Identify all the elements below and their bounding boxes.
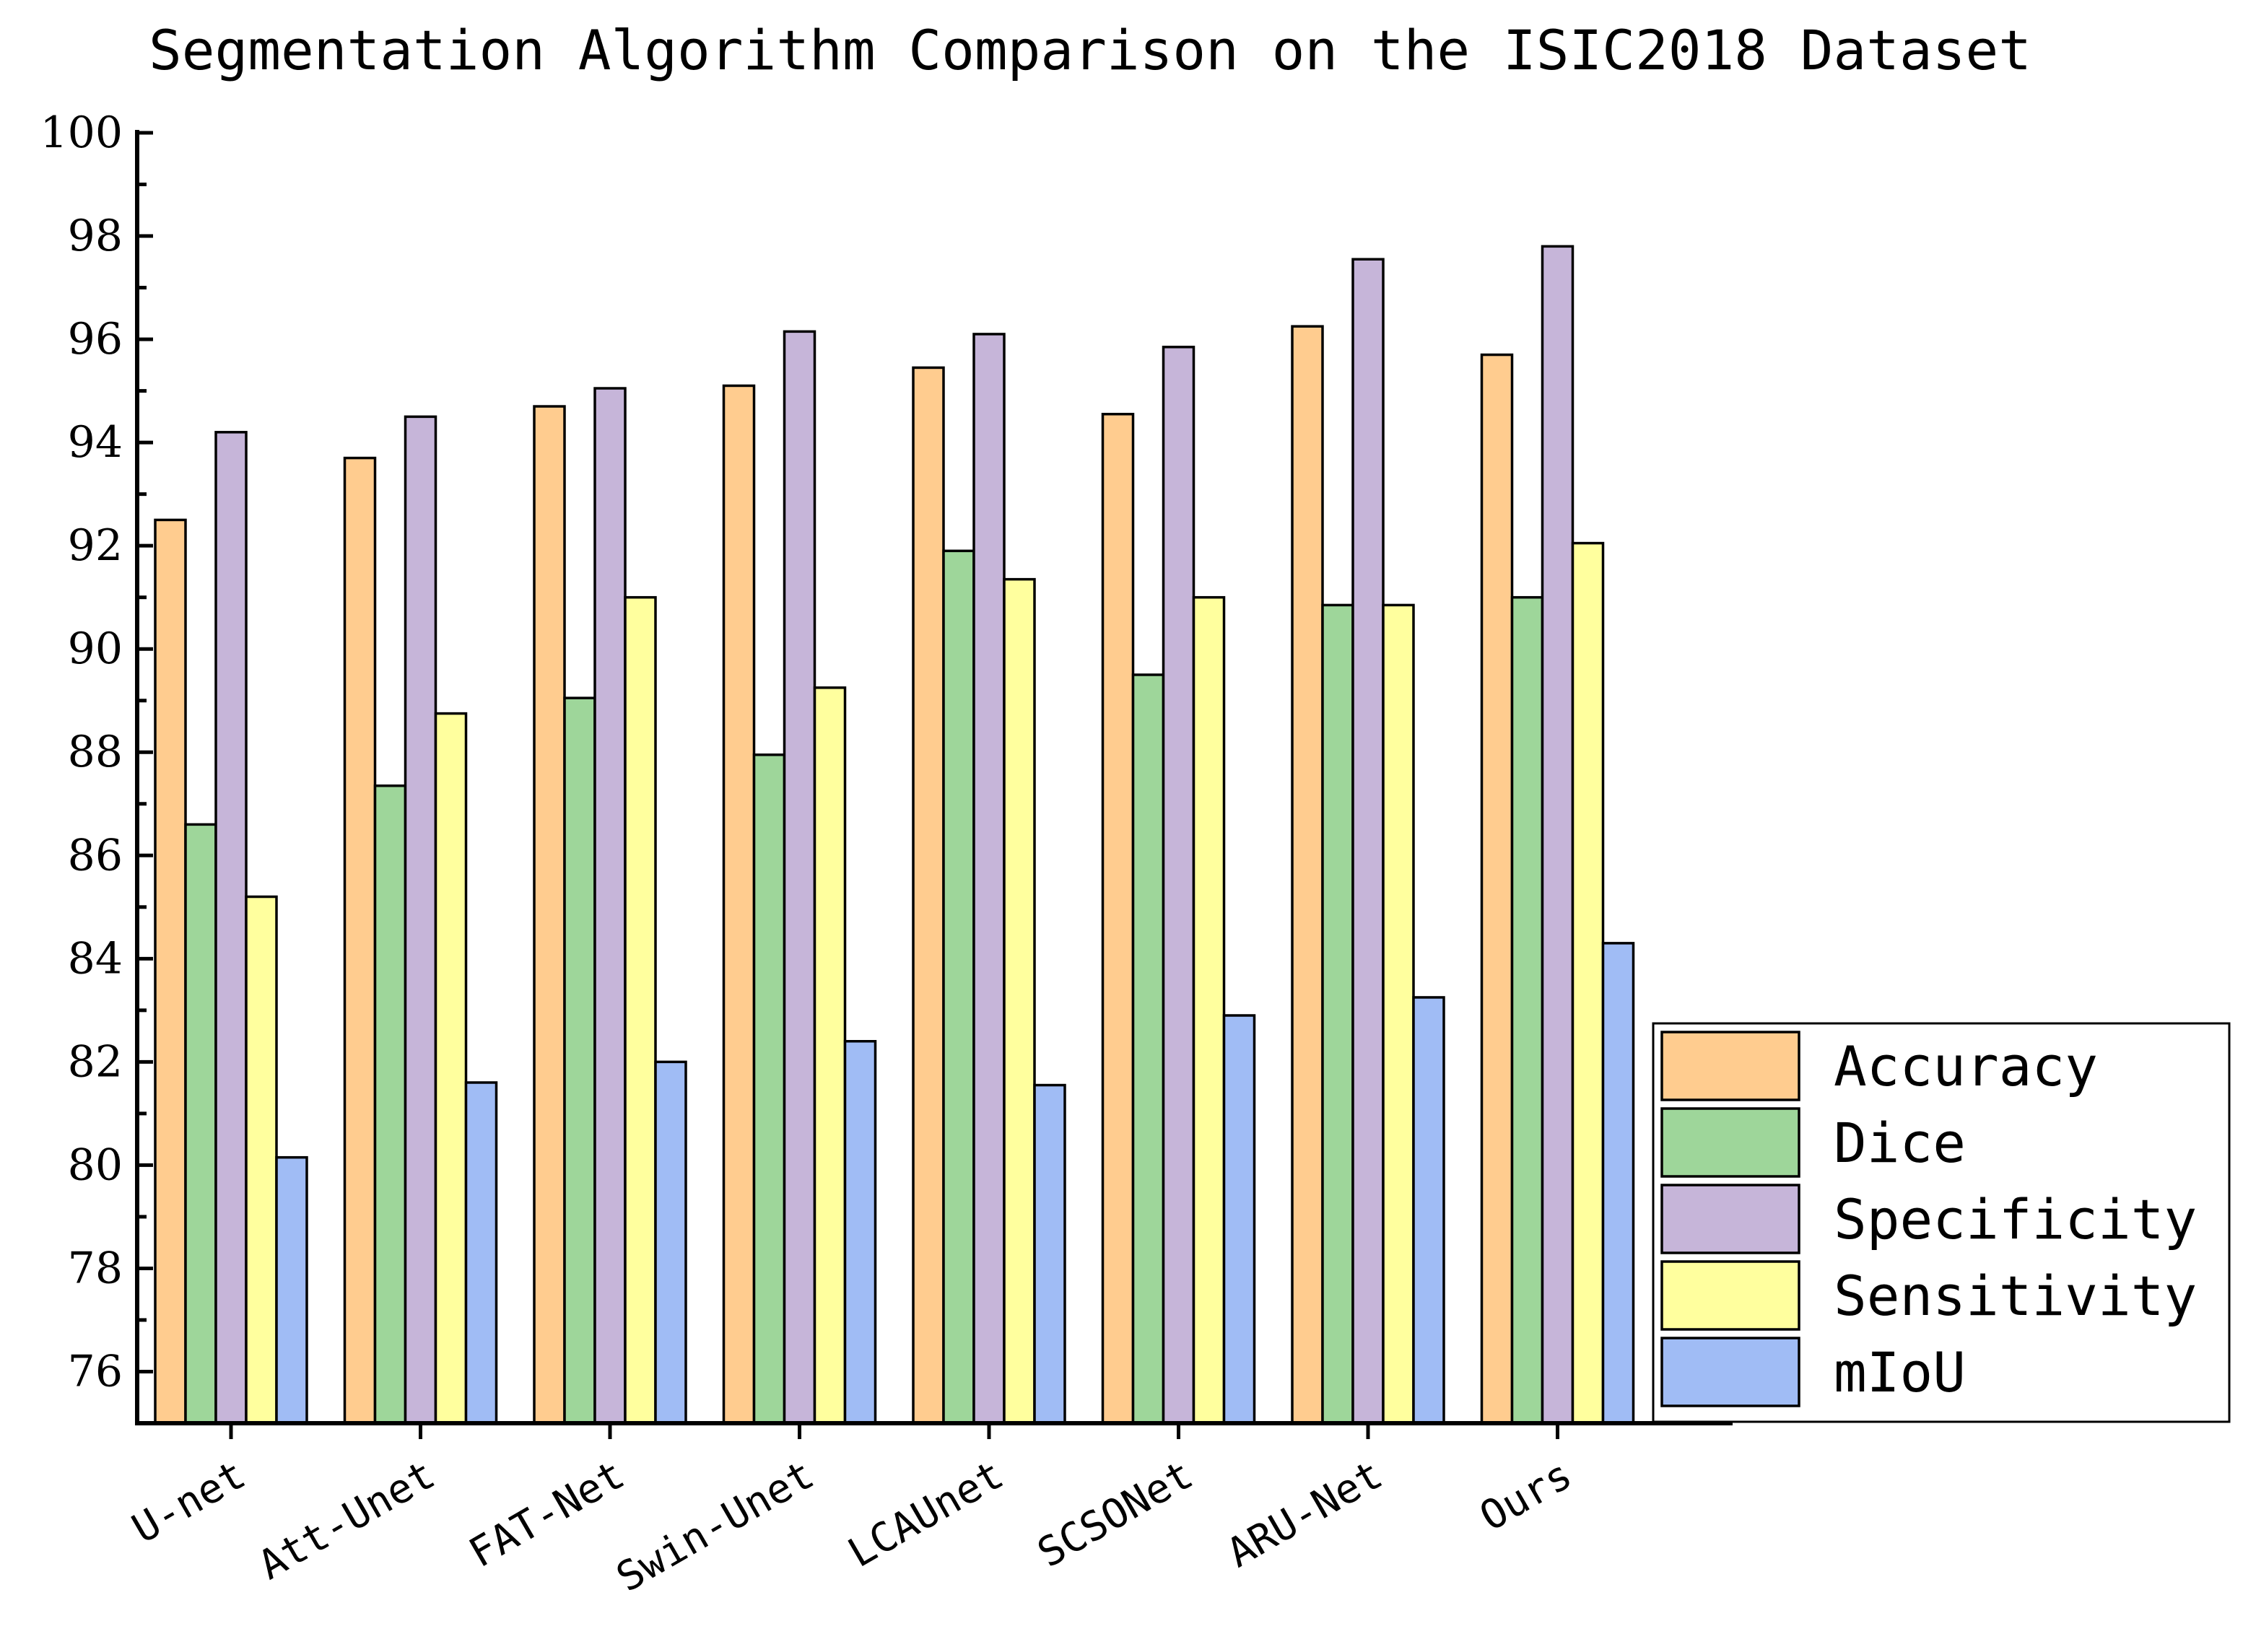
bar-accuracy-swin-unet: [722, 384, 756, 1425]
bar-specificity-lcaunet: [972, 333, 1006, 1425]
y-tick-label: 92: [68, 520, 123, 571]
bar-dice-lcaunet: [942, 549, 975, 1425]
bar-specificity-att-unet: [404, 415, 437, 1425]
bar-miou-fat-net: [654, 1060, 687, 1425]
legend-label-miou: mIoU: [1834, 1340, 1966, 1404]
x-tick-label: FAT-Net: [461, 1451, 632, 1577]
bar-miou-att-unet: [464, 1081, 498, 1425]
legend-swatch-sensitivity: [1660, 1260, 1800, 1331]
bar-sensitivity-swin-unet: [813, 686, 847, 1425]
bar-dice-ours: [1510, 595, 1544, 1425]
bar-accuracy-u-net: [154, 518, 187, 1425]
bar-sensitivity-fat-net: [624, 595, 657, 1425]
y-tick-label: 98: [68, 211, 123, 261]
bar-sensitivity-aru-net: [1382, 603, 1415, 1425]
bar-miou-swin-unet: [843, 1040, 877, 1425]
bar-dice-fat-net: [563, 696, 596, 1425]
bar-miou-u-net: [275, 1155, 308, 1425]
bar-dice-aru-net: [1321, 603, 1354, 1425]
bar-sensitivity-att-unet: [434, 712, 468, 1425]
bar-miou-aru-net: [1412, 996, 1445, 1425]
bar-sensitivity-u-net: [245, 895, 278, 1425]
bar-accuracy-lcaunet: [912, 366, 945, 1425]
bar-dice-scsonet: [1131, 673, 1165, 1425]
y-tick-label: 78: [68, 1243, 123, 1293]
legend-swatch-miou: [1660, 1337, 1800, 1407]
bar-specificity-fat-net: [593, 387, 627, 1425]
bar-dice-swin-unet: [752, 753, 786, 1425]
bar-specificity-aru-net: [1351, 258, 1385, 1425]
y-tick-label: 90: [68, 624, 123, 674]
y-tick-label: 94: [68, 417, 123, 468]
bar-dice-u-net: [184, 823, 217, 1425]
y-tick-label: 82: [68, 1036, 123, 1087]
y-tick-label: 86: [68, 830, 123, 880]
x-tick-label: SCSONet: [1030, 1451, 1201, 1577]
chart-title: Segmentation Algorithm Comparison on the…: [149, 18, 2031, 82]
bar-sensitivity-scsonet: [1192, 595, 1226, 1425]
x-tick-label: Ours: [1472, 1451, 1580, 1541]
x-tick-label: U-net: [125, 1451, 253, 1553]
bar-sensitivity-lcaunet: [1003, 577, 1036, 1425]
bar-accuracy-att-unet: [343, 456, 377, 1425]
y-tick-label: 88: [68, 727, 123, 777]
bar-specificity-u-net: [214, 431, 248, 1425]
legend-swatch-dice: [1660, 1107, 1800, 1178]
legend-label-specificity: Specificity: [1834, 1187, 2197, 1251]
bar-dice-att-unet: [373, 784, 407, 1425]
bar-specificity-ours: [1541, 245, 1575, 1425]
x-tick-label: Swin-Unet: [609, 1451, 822, 1601]
bar-miou-scsonet: [1222, 1014, 1256, 1425]
legend-label-sensitivity: Sensitivity: [1834, 1264, 2197, 1328]
bars-group: [154, 245, 1635, 1425]
bar-accuracy-scsonet: [1101, 413, 1135, 1425]
y-tick-label: 96: [68, 314, 123, 364]
bar-sensitivity-ours: [1571, 541, 1605, 1425]
y-tick-label: 80: [68, 1140, 123, 1190]
bar-miou-lcaunet: [1033, 1083, 1066, 1425]
y-tick-label: 84: [68, 933, 123, 984]
bar-specificity-swin-unet: [783, 330, 816, 1425]
bar-accuracy-ours: [1480, 353, 1514, 1425]
legend-swatch-accuracy: [1660, 1031, 1800, 1101]
x-tick-label: ARU-Net: [1219, 1451, 1390, 1577]
legend-label-accuracy: Accuracy: [1834, 1034, 2098, 1098]
legend-swatch-specificity: [1660, 1184, 1800, 1254]
bar-accuracy-fat-net: [533, 405, 566, 1425]
y-axis: 76 78 80 82 84 86 88 90 92 94 96 98 100: [40, 108, 153, 1425]
y-tick-label: 100: [40, 108, 123, 158]
legend: Accuracy Dice Specificity Sensitivity mIoU: [1652, 1022, 2231, 1423]
x-tick-label: LCAUnet: [840, 1451, 1011, 1577]
bar-accuracy-aru-net: [1291, 325, 1324, 1425]
bar-miou-ours: [1601, 942, 1635, 1425]
y-tick-label: 76: [68, 1346, 123, 1397]
legend-label-dice: Dice: [1834, 1111, 1966, 1175]
x-tick-label: Att-Unet: [251, 1451, 443, 1589]
bar-specificity-scsonet: [1162, 346, 1195, 1425]
